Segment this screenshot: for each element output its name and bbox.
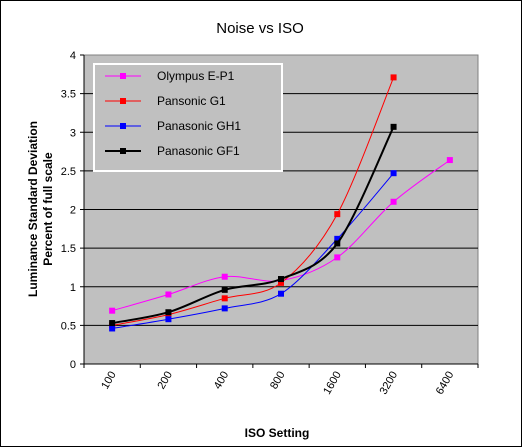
legend-entry: Olympus E-P1 [105,69,235,83]
legend-entry: Panasonic GH1 [105,119,241,133]
y-tick-label: 2 [70,205,76,217]
x-tick-label: 1600 [321,370,344,397]
data-point [334,240,341,247]
y-axis-title-line-1: Luminance Standard Deviation [26,121,40,297]
data-point [390,198,397,205]
x-tick-label: 200 [155,370,175,392]
data-point [221,305,228,312]
legend-marker [120,148,126,154]
data-point [221,273,228,280]
data-point [278,290,284,297]
data-point [334,254,341,261]
series-panasonic-gh1 [109,170,397,332]
data-point [334,211,341,218]
y-tick-label: 1 [70,282,76,294]
data-point [109,325,116,332]
legend-entry: Pansonic G1 [105,94,226,108]
series-lines [109,74,453,332]
y-tick-label: 4 [70,50,76,62]
y-tick-label: 2.5 [61,166,76,178]
legend-marker [120,73,126,79]
data-point [390,74,397,81]
y-tick-label: 3 [70,127,76,139]
data-point [390,123,397,130]
data-point [165,316,172,323]
legend-label: Pansonic G1 [157,94,226,108]
data-point [390,170,397,177]
legend-label: Olympus E-P1 [157,69,235,83]
x-axis-ticks: 100 200 400 800 1600 3200 6400 [83,364,479,397]
y-axis-title-line-2: Percent of full scale [41,152,55,266]
legend-marker [120,123,126,129]
data-point [221,295,228,302]
data-point [165,291,172,298]
data-point [109,307,116,314]
legend-entry: Panasonic GF1 [105,144,240,158]
legend-label: Panasonic GF1 [157,144,240,158]
x-tick-label: 400 [212,370,232,392]
y-tick-label: 3.5 [61,89,76,101]
x-tick-label: 6400 [434,370,457,397]
x-axis-title: ISO Setting [245,426,310,440]
legend-marker [120,98,126,104]
y-tick-label: 0.5 [61,320,76,332]
legend-label: Panasonic GH1 [157,119,241,133]
data-point [334,235,341,242]
series-panasonic-gf1 [109,123,397,327]
legend: Olympus E-P1 Pansonic G1 Panasonic GH1 Pana… [93,63,283,172]
y-tick-label: 0 [70,359,76,371]
y-axis-ticks: 0 0.5 1 1.5 2 2.5 3 3.5 4 [61,50,478,371]
x-tick-label: 100 [99,370,119,392]
x-tick-label: 800 [268,370,288,392]
y-axis-title: Luminance Standard Deviation Percent of … [26,121,55,297]
data-point [446,157,453,164]
data-point [278,279,284,286]
data-point [278,276,284,283]
data-point [109,320,116,327]
data-point [165,309,172,316]
x-tick-label: 3200 [378,370,401,397]
chart-title: Noise vs ISO [216,20,304,37]
data-point [221,286,228,293]
y-tick-label: 1.5 [61,243,76,255]
